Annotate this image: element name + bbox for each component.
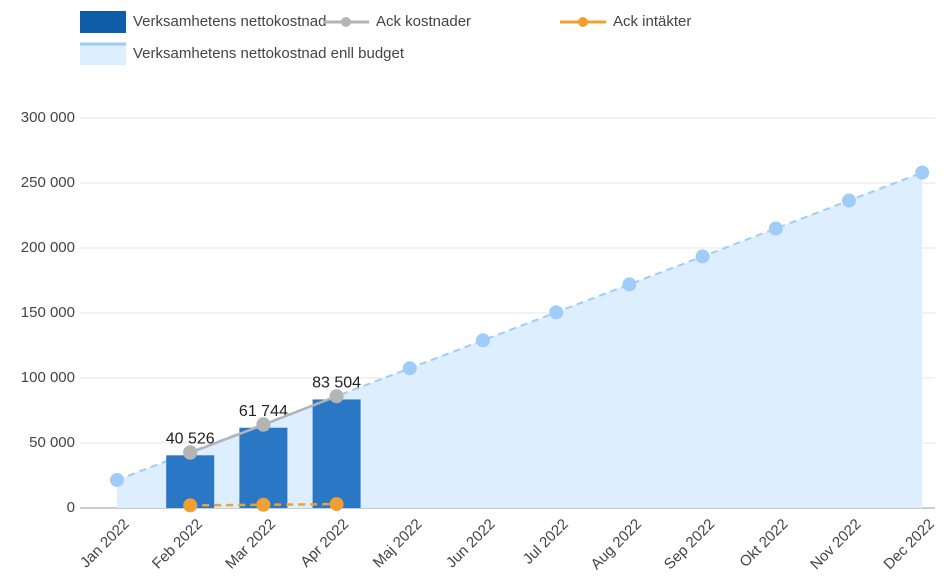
x-tick-label: Mar 2022 [222,516,279,573]
point [183,498,198,513]
y-tick-label: 100 000 [21,369,75,386]
point [622,277,637,292]
legend-label: Ack kostnader [376,13,471,30]
point [915,165,930,180]
data-label: 40 526 [166,431,215,448]
point [549,305,564,320]
x-tick-label: Dec 2022 [880,516,937,573]
legend-label: Verksamhetens nettokostnad enll budget [133,45,405,62]
point [256,417,271,432]
legend-swatch [80,11,126,33]
legend-label: Ack intäkter [613,13,691,30]
point [695,249,710,264]
y-tick-label: 300 000 [21,109,75,126]
point [183,445,198,460]
x-tick-label: Jun 2022 [443,516,499,572]
point [476,333,490,348]
point [256,497,271,512]
legend-label: Verksamhetens nettokostnad [133,13,326,30]
point [842,193,856,208]
point [402,361,417,376]
point [110,473,124,488]
x-tick-label: Okt 2022 [736,516,791,571]
x-tick-label: Maj 2022 [370,516,426,572]
legend-swatch-dot [341,17,351,27]
bar [312,399,361,508]
y-tick-label: 0 [67,499,75,516]
x-tick-label: Jul 2022 [520,516,572,568]
x-tick-label: Nov 2022 [807,516,864,573]
y-tick-label: 250 000 [21,174,75,191]
x-tick-label: Feb 2022 [149,516,206,573]
data-label: 61 744 [239,403,288,420]
y-tick-label: 150 000 [21,304,75,321]
y-tick-label: 50 000 [29,434,75,451]
budget-area [117,172,923,508]
data-label: 83 504 [312,375,361,392]
x-tick-label: Sep 2022 [661,516,718,573]
point [768,221,783,236]
point [329,497,344,512]
legend-swatch-dot [578,17,588,27]
x-tick-label: Apr 2022 [297,516,352,571]
bar [239,427,288,508]
y-tick-label: 200 000 [21,239,75,256]
legend-swatch [80,43,126,65]
x-tick-label: Aug 2022 [588,516,645,573]
point [329,389,344,404]
x-tick-label: Jan 2022 [77,516,133,572]
